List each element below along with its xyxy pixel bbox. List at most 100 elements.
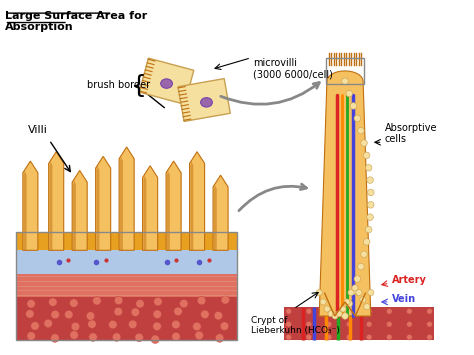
Polygon shape — [284, 307, 434, 339]
Circle shape — [354, 115, 361, 122]
Circle shape — [67, 333, 76, 342]
Circle shape — [194, 296, 203, 305]
Polygon shape — [191, 161, 193, 250]
Circle shape — [44, 308, 52, 317]
Circle shape — [407, 334, 412, 340]
Circle shape — [326, 321, 332, 327]
Circle shape — [407, 321, 412, 327]
Circle shape — [328, 311, 334, 317]
Circle shape — [48, 334, 56, 342]
Circle shape — [215, 299, 223, 307]
Circle shape — [44, 322, 53, 331]
Circle shape — [350, 103, 357, 109]
Circle shape — [130, 319, 139, 328]
Circle shape — [342, 313, 348, 320]
Circle shape — [357, 127, 364, 134]
Polygon shape — [16, 231, 237, 250]
Polygon shape — [16, 274, 237, 297]
Circle shape — [87, 320, 95, 328]
Circle shape — [286, 321, 292, 327]
Circle shape — [221, 332, 230, 340]
Polygon shape — [96, 156, 110, 250]
Circle shape — [87, 334, 95, 342]
Circle shape — [135, 333, 143, 341]
Circle shape — [386, 308, 392, 314]
Circle shape — [29, 332, 38, 340]
Circle shape — [365, 226, 372, 233]
Text: microvilli
(3000 6000/cell): microvilli (3000 6000/cell) — [254, 58, 333, 80]
Circle shape — [366, 308, 372, 314]
Circle shape — [368, 290, 374, 296]
Circle shape — [89, 311, 97, 320]
Circle shape — [386, 321, 392, 327]
Circle shape — [69, 320, 78, 328]
Circle shape — [427, 308, 432, 314]
Text: Absorptive
cells: Absorptive cells — [385, 123, 438, 144]
Circle shape — [306, 321, 311, 327]
Polygon shape — [49, 152, 64, 250]
Circle shape — [407, 308, 412, 314]
Circle shape — [199, 311, 208, 319]
Circle shape — [90, 296, 99, 305]
Circle shape — [360, 296, 366, 303]
Polygon shape — [167, 170, 170, 250]
Circle shape — [152, 335, 160, 343]
Polygon shape — [50, 161, 53, 250]
Polygon shape — [24, 170, 27, 250]
Circle shape — [350, 288, 357, 295]
Circle shape — [365, 164, 372, 171]
Circle shape — [367, 189, 374, 196]
Polygon shape — [166, 161, 181, 250]
Ellipse shape — [161, 79, 173, 88]
Circle shape — [344, 299, 350, 305]
Circle shape — [346, 300, 353, 307]
Circle shape — [346, 308, 352, 314]
Circle shape — [336, 311, 342, 317]
Circle shape — [316, 290, 322, 296]
Polygon shape — [23, 161, 38, 250]
Circle shape — [356, 290, 362, 296]
Text: brush border: brush border — [87, 80, 150, 90]
Circle shape — [352, 285, 358, 291]
Circle shape — [219, 311, 227, 320]
Circle shape — [306, 308, 311, 314]
Circle shape — [324, 306, 330, 312]
Circle shape — [366, 334, 372, 340]
Circle shape — [366, 321, 372, 327]
Text: Villi: Villi — [16, 7, 19, 9]
Circle shape — [367, 214, 374, 220]
Circle shape — [136, 309, 144, 317]
Circle shape — [214, 323, 223, 331]
Circle shape — [22, 299, 31, 307]
Circle shape — [29, 310, 37, 318]
Polygon shape — [97, 166, 100, 250]
Text: Vein: Vein — [392, 294, 416, 304]
Circle shape — [199, 320, 207, 328]
Circle shape — [154, 310, 163, 318]
Circle shape — [364, 239, 370, 245]
Circle shape — [286, 334, 292, 340]
Circle shape — [332, 313, 338, 319]
Circle shape — [286, 308, 292, 314]
Circle shape — [157, 296, 165, 305]
Circle shape — [427, 321, 432, 327]
Text: Crypt of
Lieberkuhn (HCO₃⁻): Crypt of Lieberkuhn (HCO₃⁻) — [251, 316, 340, 335]
Polygon shape — [319, 71, 371, 316]
Polygon shape — [213, 175, 228, 250]
Circle shape — [174, 299, 182, 307]
Circle shape — [320, 299, 326, 305]
Circle shape — [342, 78, 348, 84]
Circle shape — [346, 321, 352, 327]
Circle shape — [180, 310, 188, 318]
Circle shape — [27, 320, 35, 328]
Bar — [326, 58, 364, 83]
Circle shape — [109, 310, 118, 318]
Circle shape — [361, 140, 367, 146]
Text: Artery: Artery — [392, 275, 427, 285]
Circle shape — [357, 263, 364, 270]
Circle shape — [367, 202, 374, 208]
Polygon shape — [16, 297, 237, 339]
Ellipse shape — [201, 98, 212, 107]
Polygon shape — [16, 250, 237, 274]
Circle shape — [112, 320, 121, 329]
